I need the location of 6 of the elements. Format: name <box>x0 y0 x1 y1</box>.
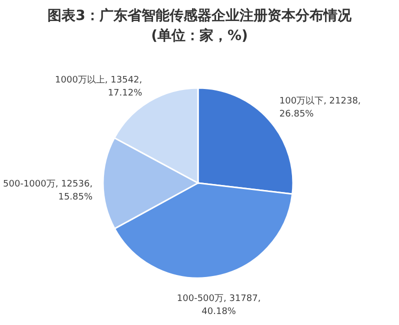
chart-title: 图表3：广东省智能传感器企业注册资本分布情况 <box>48 7 352 24</box>
slice-label: 1000万以上, 13542, 17.12% <box>55 74 143 98</box>
slice-label: 500-1000万, 12536, 15.85% <box>3 179 93 202</box>
chart-subtitle: (单位：家，%) <box>151 27 248 44</box>
slice-label: 100-500万, 31787, 40.18% <box>176 294 261 317</box>
slice-label: 100万以下, 21238, 26.85% <box>279 96 361 120</box>
